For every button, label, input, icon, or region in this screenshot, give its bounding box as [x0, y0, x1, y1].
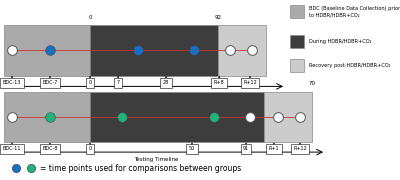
Text: 50: 50	[189, 143, 195, 151]
Text: 7: 7	[116, 76, 120, 86]
Text: R+12: R+12	[243, 76, 257, 86]
Text: 70: 70	[308, 81, 316, 86]
Bar	[4, 92, 90, 142]
Text: BDC-13: BDC-13	[3, 76, 21, 86]
Text: 91: 91	[243, 143, 249, 151]
Text: BDC-11: BDC-11	[3, 143, 21, 151]
Bar	[4, 25, 90, 76]
Text: R+8: R+8	[214, 76, 224, 86]
Text: Recovery post-HDBR/HDBR+CO₂: Recovery post-HDBR/HDBR+CO₂	[309, 63, 390, 68]
Text: R+12: R+12	[293, 143, 307, 151]
Text: 0: 0	[88, 76, 92, 86]
Text: 0: 0	[88, 143, 92, 151]
Bar	[290, 5, 304, 18]
Bar	[264, 92, 312, 142]
Text: 28: 28	[163, 76, 169, 86]
Bar	[218, 25, 266, 76]
Bar	[90, 25, 218, 76]
Text: BDC-7: BDC-7	[42, 76, 58, 86]
Text: 92: 92	[214, 15, 222, 20]
Text: BDC-8: BDC-8	[42, 143, 58, 151]
Bar	[290, 59, 304, 72]
Text: = time points used for comparisons between groups: = time points used for comparisons betwe…	[40, 164, 241, 173]
Text: 0: 0	[88, 15, 92, 20]
Text: Testing Timeline: Testing Timeline	[134, 157, 178, 162]
Text: R+1: R+1	[269, 143, 279, 151]
Text: During HDBR/HDBR+CO₂: During HDBR/HDBR+CO₂	[309, 39, 371, 44]
Bar	[90, 92, 264, 142]
Text: BDC (Baseline Data Collection) prior
to HDBR/HDBR+CO₂: BDC (Baseline Data Collection) prior to …	[309, 6, 400, 17]
Bar	[290, 35, 304, 48]
